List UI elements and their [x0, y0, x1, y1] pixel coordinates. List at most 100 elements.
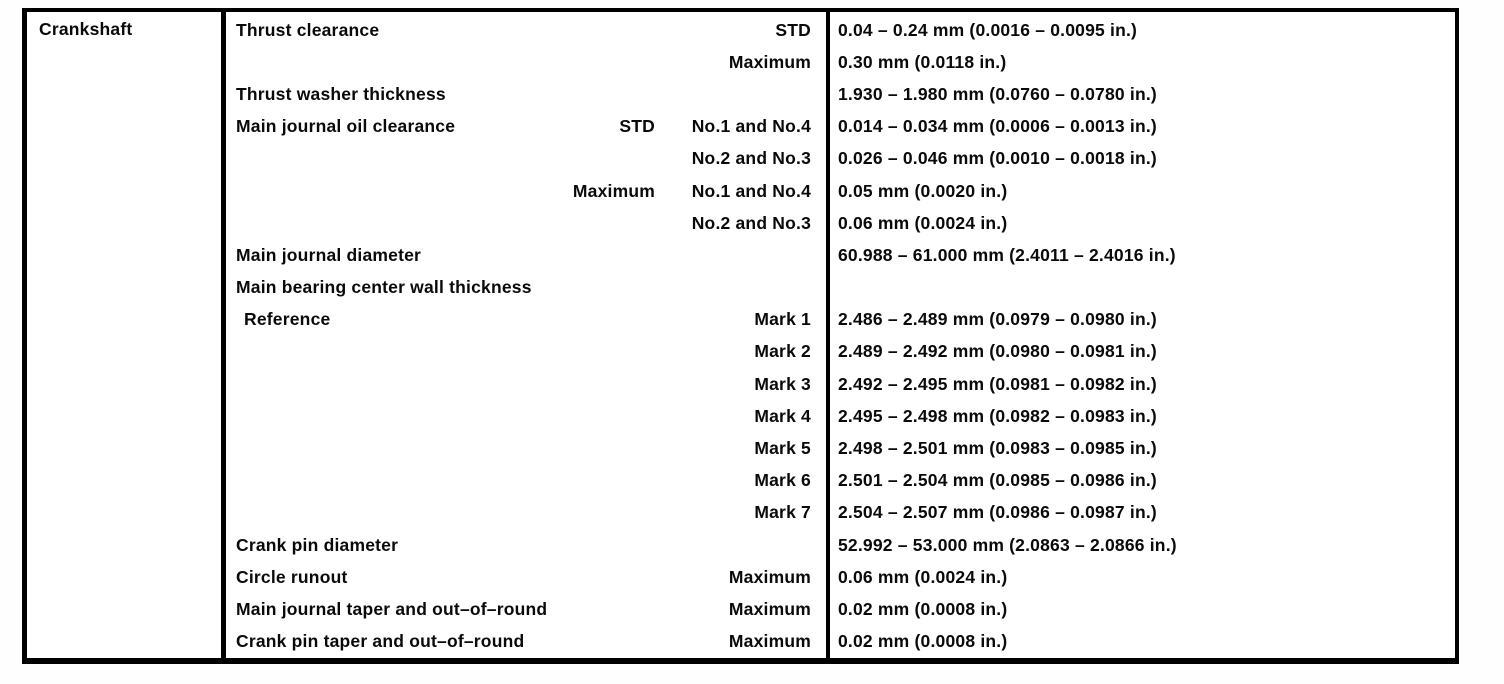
spec-qualifier-2: No.2 and No.3: [691, 148, 811, 169]
value-cell: 0.04 – 0.24 mm (0.0016 – 0.0095 in.): [826, 20, 1455, 41]
spec-value: 2.501 – 2.504 mm (0.0985 – 0.0986 in.): [838, 470, 1157, 491]
table-row: Main journal oil clearance STD No.1 and …: [226, 111, 1455, 143]
table-row: Thrust washer thickness 1.930 – 1.980 mm…: [226, 78, 1455, 110]
spec-qualifier-2: Maximum: [728, 631, 811, 652]
value-cell: 0.02 mm (0.0008 in.): [826, 599, 1455, 620]
table-row: Main journal diameter 60.988 – 61.000 mm…: [226, 239, 1455, 271]
spec-qualifier-2: Mark 1: [754, 309, 811, 330]
table-row: Main bearing center wall thickness: [226, 272, 1455, 304]
spec-name: Main journal taper and out–of–round: [236, 598, 548, 619]
spec-value: 0.04 – 0.24 mm (0.0016 – 0.0095 in.): [838, 19, 1138, 40]
table-row: Thrust clearance STD 0.04 – 0.24 mm (0.0…: [226, 14, 1455, 46]
spec-value: 60.988 – 61.000 mm (2.4011 – 2.4016 in.): [838, 244, 1176, 265]
value-cell: 0.30 mm (0.0118 in.): [826, 52, 1455, 73]
value-cell: 2.492 – 2.495 mm (0.0981 – 0.0982 in.): [826, 374, 1455, 395]
table-row: Crank pin diameter 52.992 – 53.000 mm (2…: [226, 529, 1455, 561]
spec-value: 0.30 mm (0.0118 in.): [838, 51, 1007, 72]
value-cell: 1.930 – 1.980 mm (0.0760 – 0.0780 in.): [826, 84, 1455, 105]
spec-value: 1.930 – 1.980 mm (0.0760 – 0.0780 in.): [838, 83, 1157, 104]
spec-qualifier-1: STD: [619, 116, 655, 137]
value-cell: 0.06 mm (0.0024 in.): [826, 567, 1455, 588]
spec-cell: Main bearing center wall thickness: [226, 277, 826, 298]
component-name: Crankshaft: [39, 19, 133, 39]
spec-cell: Thrust clearance STD: [226, 20, 826, 41]
spec-value: 52.992 – 53.000 mm (2.0863 – 2.0866 in.): [838, 534, 1177, 555]
spec-name: Main journal oil clearance: [236, 116, 456, 137]
spec-value: 0.06 mm (0.0024 in.): [838, 212, 1008, 233]
spec-qualifier-2: No.2 and No.3: [691, 212, 811, 233]
spec-cell: Crank pin diameter: [226, 535, 826, 556]
spec-qualifier-2: Mark 2: [754, 341, 811, 362]
spec-cell: Maximum No.1 and No.4: [226, 181, 826, 202]
value-cell: 2.501 – 2.504 mm (0.0985 – 0.0986 in.): [826, 470, 1455, 491]
table-row: Maximum No.1 and No.4 0.05 mm (0.0020 in…: [226, 175, 1455, 207]
spec-name: Crank pin diameter: [236, 534, 399, 555]
table-row: Maximum 0.30 mm (0.0118 in.): [226, 46, 1455, 78]
table-row: No.2 and No.3 0.06 mm (0.0024 in.): [226, 207, 1455, 239]
spec-value: 2.495 – 2.498 mm (0.0982 – 0.0983 in.): [838, 405, 1157, 426]
table-row: Mark 7 2.504 – 2.507 mm (0.0986 – 0.0987…: [226, 497, 1455, 529]
spec-cell: Mark 6: [226, 470, 826, 491]
value-cell: 0.02 mm (0.0008 in.): [826, 631, 1455, 652]
spec-name: Crank pin taper and out–of–round: [236, 631, 525, 652]
spec-value: 0.02 mm (0.0008 in.): [838, 631, 1008, 652]
specification-columns: Thrust clearance STD 0.04 – 0.24 mm (0.0…: [226, 12, 1455, 658]
spec-cell: Main journal oil clearance STD No.1 and …: [226, 116, 826, 137]
spec-cell: Circle runout Maximum: [226, 567, 826, 588]
table-row: Mark 6 2.501 – 2.504 mm (0.0985 – 0.0986…: [226, 465, 1455, 497]
spec-name: Circle runout: [236, 566, 348, 587]
table-row: Circle runout Maximum 0.06 mm (0.0024 in…: [226, 561, 1455, 593]
table-row: Mark 2 2.489 – 2.492 mm (0.0980 – 0.0981…: [226, 336, 1455, 368]
spec-name: Thrust clearance: [236, 19, 380, 40]
spec-cell: Mark 2: [226, 341, 826, 362]
value-cell: 2.495 – 2.498 mm (0.0982 – 0.0983 in.): [826, 406, 1455, 427]
spec-cell: Mark 4: [226, 406, 826, 427]
spec-cell: Mark 3: [226, 374, 826, 395]
spec-name: Main journal diameter: [236, 244, 422, 265]
value-cell: 2.489 – 2.492 mm (0.0980 – 0.0981 in.): [826, 341, 1455, 362]
spec-cell: Mark 7: [226, 502, 826, 523]
table-row: Mark 4 2.495 – 2.498 mm (0.0982 – 0.0983…: [226, 400, 1455, 432]
spec-value: 0.02 mm (0.0008 in.): [838, 598, 1008, 619]
spec-qualifier-2: Mark 4: [754, 405, 811, 426]
table-row: Main journal taper and out–of–round Maxi…: [226, 593, 1455, 625]
spec-cell: No.2 and No.3: [226, 213, 826, 234]
spec-value: 0.06 mm (0.0024 in.): [838, 566, 1008, 587]
spec-value: 2.486 – 2.489 mm (0.0979 – 0.0980 in.): [838, 309, 1157, 330]
spec-qualifier-2: No.1 and No.4: [691, 116, 811, 137]
spec-name: Reference: [244, 309, 331, 330]
column-divider: [826, 12, 830, 658]
table-row: Reference Mark 1 2.486 – 2.489 mm (0.097…: [226, 304, 1455, 336]
value-cell: 52.992 – 53.000 mm (2.0863 – 2.0866 in.): [826, 535, 1455, 556]
spec-cell: No.2 and No.3: [226, 148, 826, 169]
spec-cell: Main journal taper and out–of–round Maxi…: [226, 599, 826, 620]
spec-rows: Thrust clearance STD 0.04 – 0.24 mm (0.0…: [226, 12, 1455, 658]
table-row: Mark 3 2.492 – 2.495 mm (0.0981 – 0.0982…: [226, 368, 1455, 400]
spec-qualifier-1: Maximum: [572, 180, 655, 201]
spec-qualifier-2: Mark 7: [754, 502, 811, 523]
table-row: Crank pin taper and out–of–round Maximum…: [226, 626, 1455, 658]
spec-qualifier-2: Mark 6: [754, 470, 811, 491]
spec-value: 2.492 – 2.495 mm (0.0981 – 0.0982 in.): [838, 373, 1157, 394]
spec-value: 2.489 – 2.492 mm (0.0980 – 0.0981 in.): [838, 341, 1157, 362]
spec-cell: Mark 5: [226, 438, 826, 459]
spec-value: 0.014 – 0.034 mm (0.0006 – 0.0013 in.): [838, 116, 1157, 137]
spec-cell: Thrust washer thickness: [226, 84, 826, 105]
value-cell: 0.05 mm (0.0020 in.): [826, 181, 1455, 202]
spec-cell: Maximum: [226, 52, 826, 73]
spec-name: Thrust washer thickness: [236, 83, 446, 104]
spec-name: Main bearing center wall thickness: [236, 277, 532, 298]
value-cell: 2.486 – 2.489 mm (0.0979 – 0.0980 in.): [826, 309, 1455, 330]
spec-qualifier-2: Maximum: [728, 598, 811, 619]
spec-qualifier-2: No.1 and No.4: [691, 180, 811, 201]
table-row: Mark 5 2.498 – 2.501 mm (0.0983 – 0.0985…: [226, 432, 1455, 464]
spec-cell: Crank pin taper and out–of–round Maximum: [226, 631, 826, 652]
spec-qualifier-2: STD: [775, 19, 811, 40]
value-cell: 0.026 – 0.046 mm (0.0010 – 0.0018 in.): [826, 148, 1455, 169]
spec-qualifier-2: Mark 5: [754, 438, 811, 459]
spec-qualifier-2: Maximum: [728, 566, 811, 587]
component-column: Crankshaft: [27, 12, 226, 658]
spec-qualifier-2: Mark 3: [754, 373, 811, 394]
spec-value: 2.498 – 2.501 mm (0.0983 – 0.0985 in.): [838, 438, 1157, 459]
